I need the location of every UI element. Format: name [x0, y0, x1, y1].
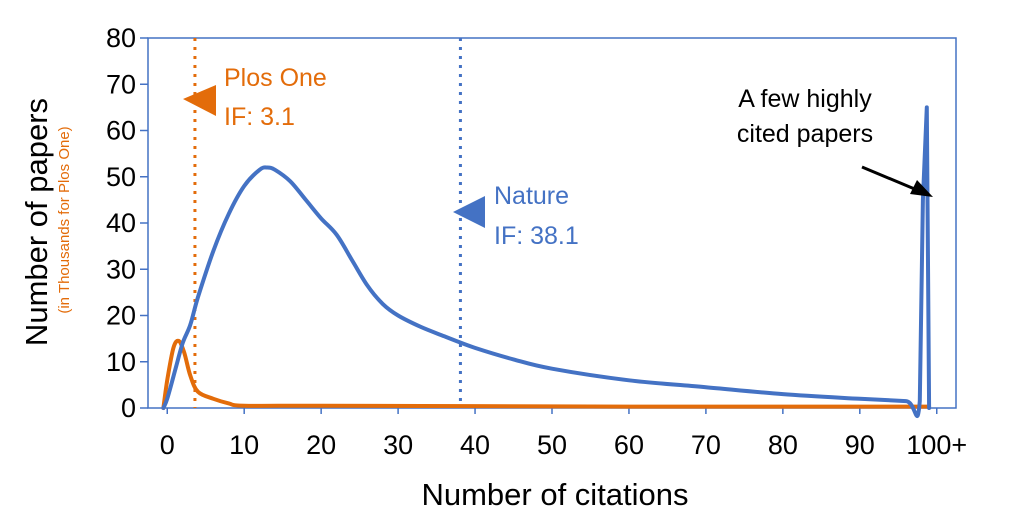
y-axis-subtitle: (in Thousands for Plos One) [56, 126, 73, 313]
x-tick-label: 30 [383, 430, 413, 460]
x-tick-label: 90 [845, 430, 875, 460]
y-tick-label: 30 [106, 254, 136, 284]
highly-cited-arrow-icon [861, 165, 933, 197]
y-axis-title: Number of papers [19, 98, 54, 346]
x-tick-label: 80 [768, 430, 798, 460]
highly-cited-label-line2: cited papers [737, 120, 873, 148]
y-tick-label: 80 [106, 23, 136, 53]
plos-one-arrow-icon [183, 85, 216, 116]
y-tick-label: 50 [106, 162, 136, 192]
plos-one-label: Plos One [224, 64, 327, 92]
x-tick-label: 60 [614, 430, 644, 460]
x-tick-label: 0 [160, 430, 175, 460]
x-tick-label: 50 [537, 430, 567, 460]
y-tick-label: 10 [106, 347, 136, 377]
y-axis: 0 10 20 30 40 50 60 70 80 [106, 23, 148, 423]
nature-label: Nature [494, 182, 569, 210]
nature-if-label: IF: 38.1 [494, 222, 579, 250]
nature-arrow-icon [453, 196, 485, 228]
series-line-plos-one [161, 338, 932, 410]
x-axis: 0 10 20 30 40 50 60 70 80 90 100+ [160, 408, 967, 460]
highly-cited-label-line1: A few highly [738, 85, 872, 113]
x-tick-label: 10 [229, 430, 259, 460]
impact-factor-lines [193, 38, 462, 408]
y-tick-label: 60 [106, 116, 136, 146]
series-line-nature [161, 105, 932, 419]
y-tick-label: 20 [106, 301, 136, 331]
series-lines [161, 105, 932, 419]
y-tick-label: 0 [121, 393, 136, 423]
x-tick-label: 70 [691, 430, 721, 460]
y-tick-label: 40 [106, 208, 136, 238]
x-tick-label: 100+ [906, 430, 967, 460]
plos-one-if-label: IF: 3.1 [224, 103, 295, 131]
x-tick-label: 20 [306, 430, 336, 460]
x-axis-title: Number of citations [421, 477, 688, 512]
x-tick-label: 40 [460, 430, 490, 460]
y-tick-label: 70 [106, 69, 136, 99]
